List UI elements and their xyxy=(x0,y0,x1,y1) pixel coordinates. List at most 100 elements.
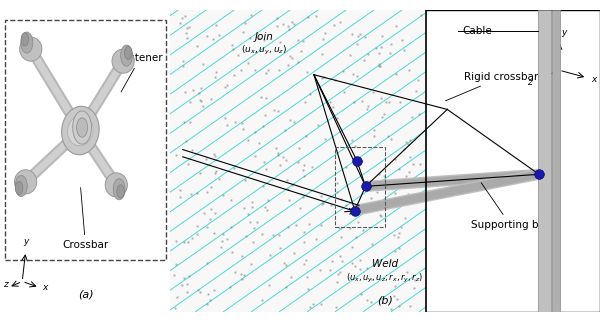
Point xyxy=(376,213,386,218)
Point xyxy=(353,41,362,47)
Point xyxy=(317,301,326,307)
Point xyxy=(410,277,420,282)
Ellipse shape xyxy=(105,173,127,197)
Point xyxy=(335,19,345,25)
Ellipse shape xyxy=(68,115,93,146)
Point xyxy=(407,115,417,120)
Point xyxy=(211,168,221,173)
Point xyxy=(175,195,185,200)
Point xyxy=(329,104,338,110)
Point xyxy=(283,23,292,29)
Text: Fastener: Fastener xyxy=(118,53,163,92)
Point xyxy=(192,231,202,236)
Point xyxy=(187,147,197,153)
Point xyxy=(238,29,247,34)
Point xyxy=(233,52,243,58)
Point xyxy=(184,24,194,30)
Point xyxy=(260,205,269,210)
Point xyxy=(416,12,426,18)
Point xyxy=(386,306,396,311)
Point xyxy=(336,234,346,239)
Point xyxy=(332,304,341,309)
Point xyxy=(281,158,291,163)
Point xyxy=(353,74,362,79)
Point xyxy=(397,224,406,229)
Point xyxy=(194,90,203,95)
Point xyxy=(259,37,268,42)
Ellipse shape xyxy=(14,170,37,194)
Point xyxy=(394,230,404,236)
Point xyxy=(272,16,281,21)
Point xyxy=(283,177,292,182)
Point xyxy=(209,231,218,236)
Point xyxy=(280,127,290,132)
Point xyxy=(394,235,403,240)
Point xyxy=(187,236,197,241)
Point xyxy=(202,224,212,230)
Point xyxy=(291,223,301,228)
Point xyxy=(386,136,395,141)
Point xyxy=(236,271,246,277)
Point xyxy=(304,286,313,291)
Point xyxy=(239,273,248,278)
Point xyxy=(258,184,268,189)
Point xyxy=(286,53,295,58)
Point xyxy=(375,212,385,217)
Point xyxy=(278,22,288,27)
Point xyxy=(390,249,400,254)
Point xyxy=(325,99,334,104)
Point xyxy=(371,45,381,51)
Point xyxy=(274,153,283,158)
Point xyxy=(359,57,369,63)
Point xyxy=(395,303,404,308)
Point xyxy=(248,239,257,244)
Point xyxy=(182,35,192,40)
Point xyxy=(218,231,228,236)
Point xyxy=(293,60,303,65)
Point xyxy=(405,303,415,308)
Point xyxy=(302,69,312,74)
Point xyxy=(196,290,205,295)
Point xyxy=(299,162,308,168)
Point xyxy=(404,170,414,175)
Point xyxy=(305,92,315,97)
Point xyxy=(377,33,386,38)
Point xyxy=(301,257,311,263)
Circle shape xyxy=(16,181,23,195)
Point xyxy=(181,30,191,35)
Point xyxy=(353,219,363,224)
Point xyxy=(367,299,376,305)
Point xyxy=(368,89,378,94)
Point xyxy=(175,188,185,193)
Point xyxy=(299,239,308,245)
Point xyxy=(182,289,192,294)
Text: z: z xyxy=(527,78,532,87)
Point xyxy=(286,274,296,279)
Point xyxy=(261,95,271,101)
Point xyxy=(326,202,336,207)
Point xyxy=(335,253,344,258)
Point xyxy=(247,204,257,210)
Point xyxy=(335,269,345,275)
Point xyxy=(177,16,187,21)
Point xyxy=(260,113,270,118)
Point xyxy=(304,222,314,227)
Point xyxy=(415,161,424,167)
Point xyxy=(352,234,361,239)
Point xyxy=(391,72,400,77)
Point xyxy=(284,197,293,203)
Point xyxy=(408,162,418,167)
Point xyxy=(289,22,299,27)
Text: x: x xyxy=(592,75,597,84)
Bar xyxy=(335,147,385,227)
Point xyxy=(179,119,188,125)
Point xyxy=(367,242,377,247)
Point xyxy=(319,37,328,42)
Point xyxy=(364,52,373,57)
Point xyxy=(400,146,409,152)
Point xyxy=(403,141,413,146)
Point xyxy=(287,55,296,60)
Point xyxy=(302,133,311,139)
Point xyxy=(236,67,245,72)
Point xyxy=(301,100,310,105)
